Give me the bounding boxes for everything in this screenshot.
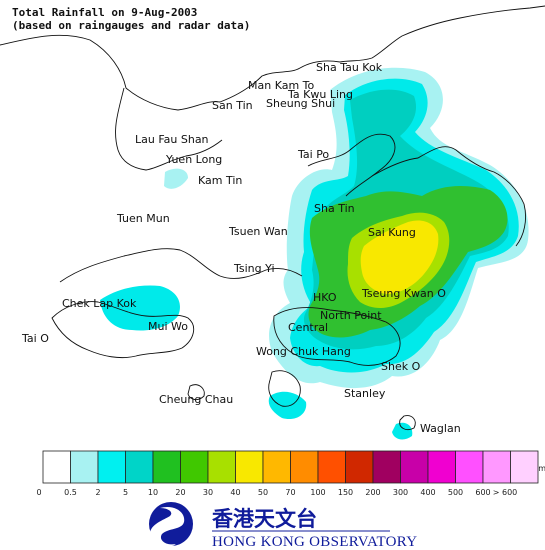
label-tseung-kwan-o: Tseung Kwan O (361, 287, 446, 300)
coastlines (0, 5, 545, 431)
legend-tick-label: 10 (148, 488, 158, 497)
label-yuen-long: Yuen Long (165, 153, 222, 166)
legend-swatch (482, 450, 511, 484)
label-sheung-shui: Sheung Shui (266, 97, 335, 110)
legend-tick-label: 20 (175, 488, 185, 497)
logo-chinese: 香港天文台 (212, 507, 317, 531)
label-man-kam-to: Man Kam To (248, 79, 315, 92)
legend-swatch (152, 450, 181, 484)
label-sai-kung: Sai Kung (368, 226, 416, 239)
rain-area-yuen-long (164, 168, 188, 189)
label-ta-kwu-ling: Ta Kwu Ling (287, 88, 353, 101)
coastline-tolo-harbour (307, 133, 396, 197)
legend-tick-label: 5 (123, 488, 128, 497)
label-sha-tau-kok: Sha Tau Kok (316, 61, 383, 74)
legend-swatch (180, 450, 209, 484)
legend: 0 0.5 2 5 10 20 30 40 50 70 100 150 200 300 400 500 600 >… (36, 450, 545, 497)
label-cheung-chau: Cheung Chau (159, 393, 233, 406)
legend-swatch (125, 450, 154, 484)
legend-tick-label: > 600 (493, 488, 518, 497)
legend-tick-label: 70 (285, 488, 295, 497)
label-tai-po: Tai Po (297, 148, 329, 161)
legend-tick-label: 500 (448, 488, 463, 497)
coastline-deep-bay (115, 87, 223, 171)
coastline-lantau (51, 301, 195, 359)
label-hko: HKO (313, 291, 337, 304)
observatory-emblem-icon (149, 502, 193, 547)
legend-tick-label: 300 (393, 488, 408, 497)
legend-swatch (317, 450, 346, 484)
legend-swatch (207, 450, 236, 484)
rain-area-sparse-west (100, 285, 180, 331)
legend-swatch (400, 450, 429, 484)
legend-tick-label: 150 (338, 488, 353, 497)
legend-swatch (345, 450, 374, 484)
legend-swatch (455, 450, 484, 484)
coastline-tuen-mun (59, 248, 303, 283)
rain-area-islands (268, 391, 413, 440)
label-tsuen-wan: Tsuen Wan (228, 225, 288, 238)
legend-tick-label: 200 (365, 488, 380, 497)
place-labels: Sha Tau Kok Man Kam To Ta Kwu Ling San T… (21, 61, 461, 435)
coastline-waglan (399, 415, 416, 431)
label-central: Central (288, 321, 328, 334)
label-sha-tin: Sha Tin (314, 202, 355, 215)
legend-tick-label: 2 (95, 488, 100, 497)
label-north-point: North Point (320, 309, 382, 322)
label-tuen-mun: Tuen Mun (116, 212, 170, 225)
legend-unit: mm (538, 464, 545, 473)
legend-swatch (510, 450, 539, 484)
label-mui-wo: Mui Wo (148, 320, 188, 333)
legend-tick-label: 600 (475, 488, 490, 497)
rainfall-shading (100, 67, 529, 440)
legend-swatch (97, 450, 126, 484)
legend-swatch (235, 450, 264, 484)
legend-swatch (262, 450, 291, 484)
label-san-tin: San Tin (212, 99, 253, 112)
label-wong-chuk-hang: Wong Chuk Hang (256, 345, 351, 358)
legend-tick-label: 400 (420, 488, 435, 497)
rain-area-yellow (360, 220, 439, 294)
observatory-logo: 香港天文台 HONG KONG OBSERVATORY (149, 502, 417, 550)
legend-tick-label: 0 (36, 488, 41, 497)
coastline-mainland-north (0, 5, 545, 111)
label-lau-fau-shan: Lau Fau Shan (135, 133, 209, 146)
label-kam-tin: Kam Tin (198, 174, 242, 187)
legend-tick-label: 100 (310, 488, 325, 497)
legend-swatch (70, 450, 99, 484)
legend-swatch (42, 450, 71, 484)
coastline-sai-kung (371, 146, 527, 247)
legend-swatch (372, 450, 401, 484)
label-chek-lap-kok: Chek Lap Kok (62, 297, 137, 310)
legend-tick-label: 30 (203, 488, 213, 497)
coastline-cheung-chau (187, 384, 205, 401)
label-shek-o: Shek O (381, 360, 421, 373)
coastline-hk-island (273, 307, 401, 366)
legend-swatch (290, 450, 319, 484)
label-tai-o: Tai O (21, 332, 49, 345)
legend-swatch (427, 450, 456, 484)
logo-english: HONG KONG OBSERVATORY (212, 534, 417, 550)
map-subtitle: (based on raingauges and radar data) (12, 19, 251, 32)
label-waglan: Waglan (420, 422, 461, 435)
label-stanley: Stanley (344, 387, 386, 400)
coastline-lamma (268, 370, 301, 407)
legend-tick-label: 40 (230, 488, 240, 497)
legend-tick-label: 0.5 (64, 488, 77, 497)
map-title: Total Rainfall on 9-Aug-2003 (12, 6, 198, 19)
label-tsing-yi: Tsing Yi (233, 262, 275, 275)
legend-tick-label: 50 (258, 488, 268, 497)
